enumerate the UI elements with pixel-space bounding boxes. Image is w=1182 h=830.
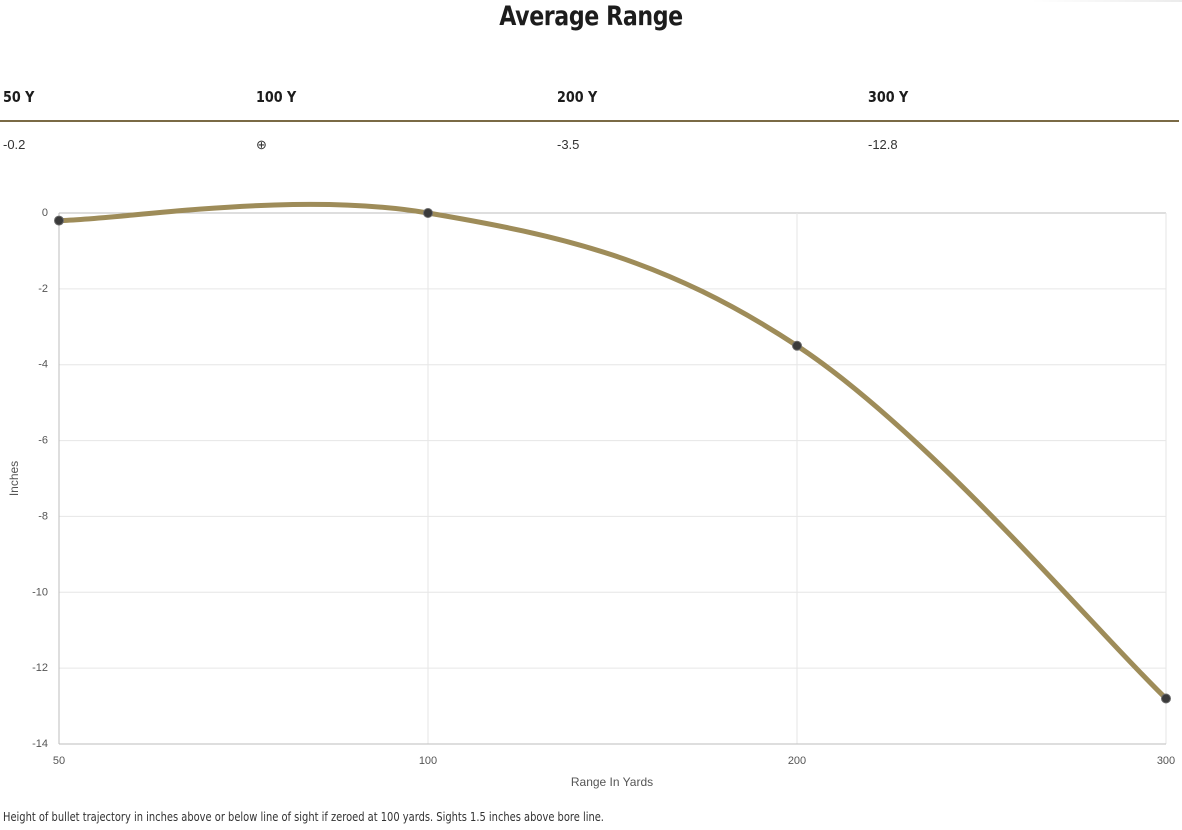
range-header-50: 50 Y <box>3 88 35 106</box>
corner-shadow <box>1030 0 1182 2</box>
x-tick-label: 300 <box>1157 755 1175 767</box>
label-layer: 0 -2 -4 -6 -8 -10 -12 -14 50 100 200 300 Range In Ya… <box>7 207 1175 789</box>
grid-layer <box>58 212 1167 745</box>
y-tick-label: -10 <box>32 586 48 598</box>
x-axis-title: Range In Yards <box>571 775 653 789</box>
data-point-200[interactable] <box>792 340 802 351</box>
y-tick-label: -8 <box>38 510 48 522</box>
chart-footnote: Height of bullet trajectory in inches ab… <box>3 809 604 824</box>
range-table-values: -0.2 ⊕ -3.5 -12.8 <box>0 122 1179 158</box>
y-tick-label: -14 <box>32 738 48 750</box>
range-header-100: 100 Y <box>256 88 297 106</box>
data-point-300[interactable] <box>1161 693 1171 704</box>
range-table-header: 50 Y 100 Y 200 Y 300 Y <box>0 80 1179 122</box>
y-axis-title: Inches <box>7 461 21 496</box>
data-point-50[interactable] <box>54 215 64 226</box>
x-tick-label: 100 <box>419 755 437 767</box>
line-layer <box>56 201 1169 701</box>
point-layer <box>54 208 1171 704</box>
y-tick-label: -12 <box>32 662 48 674</box>
range-header-200: 200 Y <box>557 88 598 106</box>
y-tick-label: -2 <box>38 283 48 295</box>
range-value-50: -0.2 <box>3 137 26 152</box>
x-tick-label: 50 <box>53 755 65 767</box>
range-header-300: 300 Y <box>868 88 909 106</box>
y-tick-label: -6 <box>38 435 48 447</box>
range-table: 50 Y 100 Y 200 Y 300 Y -0.2 ⊕ -3.5 -12.8 <box>0 80 1179 158</box>
page-title: Average Range <box>499 1 683 32</box>
x-tick-label: 200 <box>788 755 806 767</box>
y-tick-label: -4 <box>38 359 48 371</box>
range-value-200: -3.5 <box>557 137 580 152</box>
data-point-100[interactable] <box>423 208 433 218</box>
y-tick-label: 0 <box>42 207 48 219</box>
range-value-100-zero-icon: ⊕ <box>256 137 267 152</box>
trajectory-line <box>56 201 1169 701</box>
range-value-300: -12.8 <box>868 137 898 152</box>
